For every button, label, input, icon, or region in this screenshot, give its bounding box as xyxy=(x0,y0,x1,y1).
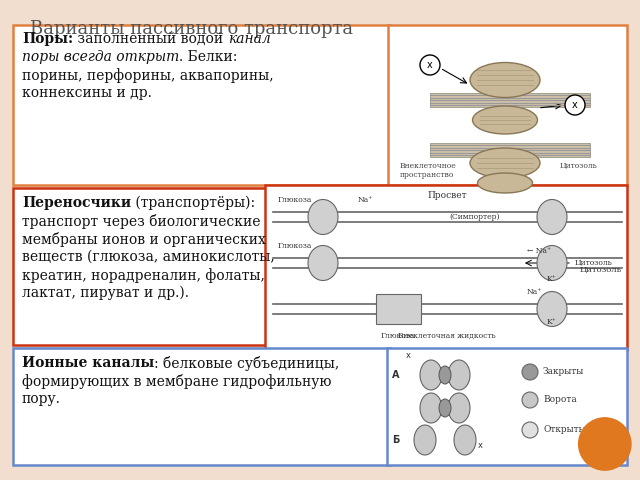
Text: Цитозоль: Цитозоль xyxy=(574,259,612,267)
Text: креатин, норадреналин, фолаты,: креатин, норадреналин, фолаты, xyxy=(22,268,265,283)
Text: Ворота: Ворота xyxy=(543,396,577,405)
Text: Глюкоза: Глюкоза xyxy=(278,242,312,250)
Ellipse shape xyxy=(470,148,540,178)
Ellipse shape xyxy=(308,200,338,235)
Circle shape xyxy=(420,55,440,75)
Bar xyxy=(265,185,627,350)
Ellipse shape xyxy=(448,393,470,423)
Ellipse shape xyxy=(537,291,567,326)
Text: Варианты пассивного транспорта: Варианты пассивного транспорта xyxy=(30,20,353,38)
Text: Внеклеточная жидкость: Внеклеточная жидкость xyxy=(398,332,496,340)
Text: А: А xyxy=(392,370,399,380)
Ellipse shape xyxy=(414,425,436,455)
Text: Просвет: Просвет xyxy=(427,191,467,200)
Bar xyxy=(376,294,421,324)
Text: пору.: пору. xyxy=(22,392,61,406)
Text: K⁺: K⁺ xyxy=(547,318,557,326)
Bar xyxy=(13,25,390,185)
Text: Закрыты: Закрыты xyxy=(543,368,584,376)
Text: Глюкоза: Глюкоза xyxy=(381,332,415,340)
Bar xyxy=(387,348,627,465)
Text: формирующих в мембране гидрофильную: формирующих в мембране гидрофильную xyxy=(22,374,332,389)
Text: Переносчики: Переносчики xyxy=(22,196,131,210)
Text: : белковые субъединицы,: : белковые субъединицы, xyxy=(154,356,339,371)
Ellipse shape xyxy=(420,393,442,423)
Text: мембраны ионов и органических: мембраны ионов и органических xyxy=(22,232,266,247)
Text: Na⁺: Na⁺ xyxy=(358,196,373,204)
Text: K⁺: K⁺ xyxy=(547,275,557,283)
Text: транспорт через биологические: транспорт через биологические xyxy=(22,214,260,229)
Text: (транспортёры):: (транспортёры): xyxy=(131,196,255,210)
Circle shape xyxy=(522,364,538,380)
Circle shape xyxy=(522,392,538,408)
Text: x: x xyxy=(427,60,433,70)
Ellipse shape xyxy=(477,173,532,193)
Ellipse shape xyxy=(470,62,540,97)
Ellipse shape xyxy=(439,366,451,384)
Text: ← Na⁺: ← Na⁺ xyxy=(527,247,551,255)
Text: (Симпортер): (Симпортер) xyxy=(450,213,500,221)
Text: порины, перфорины, аквапорины,: порины, перфорины, аквапорины, xyxy=(22,68,274,83)
Ellipse shape xyxy=(308,245,338,280)
Bar xyxy=(388,25,627,185)
Text: Поры:: Поры: xyxy=(22,32,73,46)
Text: Цитозоль: Цитозоль xyxy=(580,266,622,274)
Text: коннексины и др.: коннексины и др. xyxy=(22,86,152,100)
Circle shape xyxy=(565,95,585,115)
Circle shape xyxy=(522,422,538,438)
Bar xyxy=(13,188,268,345)
Bar xyxy=(430,143,590,157)
Text: канал: канал xyxy=(228,32,270,46)
Text: x: x xyxy=(477,441,483,449)
Text: веществ (глюкоза, аминокислоты,: веществ (глюкоза, аминокислоты, xyxy=(22,250,275,264)
Ellipse shape xyxy=(537,245,567,280)
Ellipse shape xyxy=(420,360,442,390)
Text: Ионные каналы: Ионные каналы xyxy=(22,356,154,370)
Text: поры всегда открыт: поры всегда открыт xyxy=(22,50,179,64)
Bar xyxy=(430,93,590,107)
Ellipse shape xyxy=(472,106,538,134)
Text: x: x xyxy=(406,350,410,360)
Bar xyxy=(13,348,390,465)
Text: x: x xyxy=(572,100,578,110)
Ellipse shape xyxy=(439,399,451,417)
Text: Б: Б xyxy=(392,435,399,445)
Ellipse shape xyxy=(448,360,470,390)
Ellipse shape xyxy=(454,425,476,455)
Text: Внеклеточное
пространство: Внеклеточное пространство xyxy=(400,162,457,179)
Text: Глюкоза: Глюкоза xyxy=(278,196,312,204)
Circle shape xyxy=(578,417,632,471)
Text: Цитозоль: Цитозоль xyxy=(560,162,598,170)
Text: заполненный водой: заполненный водой xyxy=(73,32,228,46)
Text: лактат, пируват и др.).: лактат, пируват и др.). xyxy=(22,286,189,300)
Text: . Белки:: . Белки: xyxy=(179,50,237,64)
Text: Открыты: Открыты xyxy=(543,425,586,434)
Ellipse shape xyxy=(537,200,567,235)
Text: Na⁺: Na⁺ xyxy=(527,288,542,296)
